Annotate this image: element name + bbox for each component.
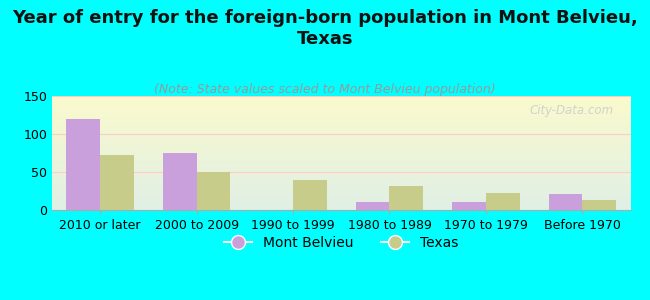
- Bar: [100, 154, 134, 210]
- Text: Year of entry for the foreign-born population in Mont Belvieu,
Texas: Year of entry for the foreign-born popul…: [12, 9, 638, 48]
- Text: (Note: State values scaled to Mont Belvieu population): (Note: State values scaled to Mont Belvi…: [154, 82, 496, 95]
- Bar: [389, 186, 423, 210]
- Bar: [66, 119, 100, 210]
- Bar: [163, 153, 196, 210]
- Bar: [486, 193, 519, 210]
- Bar: [549, 194, 582, 210]
- Bar: [196, 172, 230, 210]
- Bar: [356, 202, 389, 210]
- Legend: Mont Belvieu, Texas: Mont Belvieu, Texas: [218, 230, 464, 256]
- Bar: [582, 200, 616, 210]
- Text: City-Data.com: City-Data.com: [529, 104, 613, 117]
- Bar: [293, 180, 327, 210]
- Bar: [452, 202, 486, 210]
